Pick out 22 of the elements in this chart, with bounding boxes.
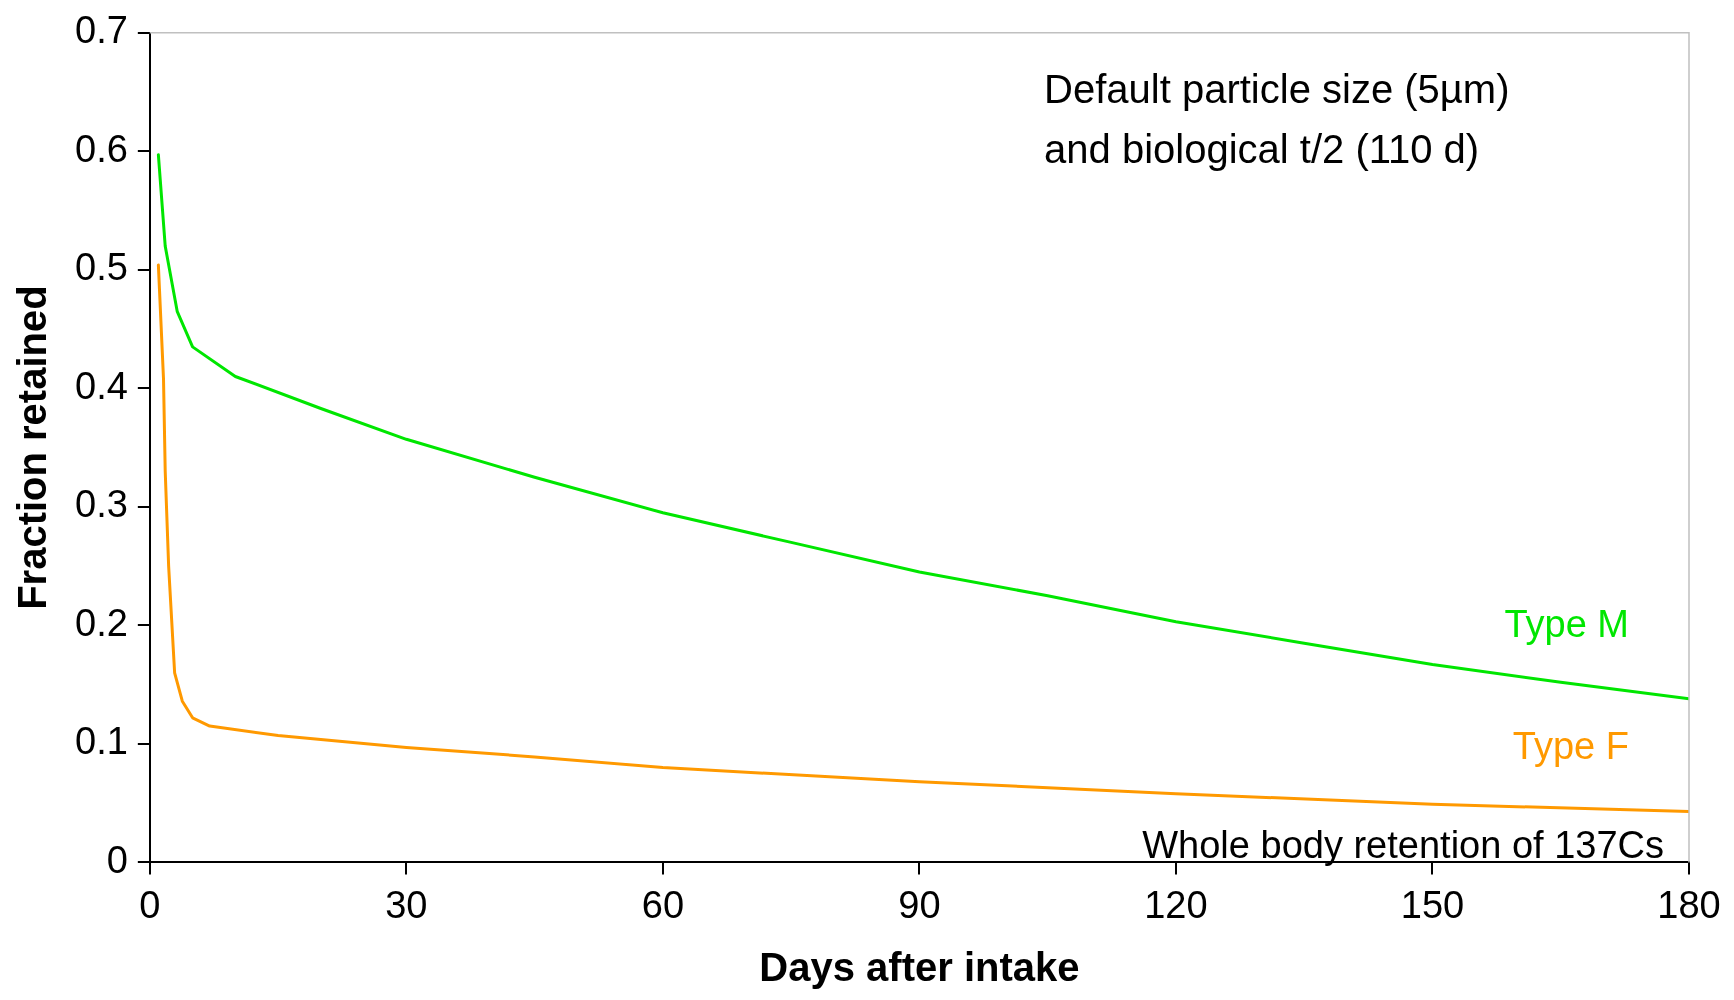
y-tick-label: 0.6 [75, 127, 128, 170]
y-axis-title: Fraction retained [10, 285, 55, 610]
annotation: Default particle size (5µm) [1044, 66, 1510, 111]
x-tick-label: 120 [1144, 883, 1208, 926]
y-tick-label: 0.4 [75, 364, 128, 407]
series-label: Type F [1512, 725, 1629, 768]
x-axis-title: Days after intake [759, 945, 1080, 990]
y-tick-label: 0.3 [75, 483, 128, 526]
x-tick-label: 60 [641, 883, 685, 926]
x-tick-label: 180 [1657, 883, 1721, 926]
series-label: Type M [1504, 603, 1629, 646]
annotation: and biological t/2 (110 d) [1044, 126, 1480, 171]
x-tick-label: 90 [898, 883, 941, 926]
y-tick-label: 0.5 [75, 246, 128, 289]
y-tick-label: 0.7 [75, 9, 128, 52]
x-tick-label: 0 [139, 883, 161, 926]
x-tick-label: 150 [1400, 883, 1465, 926]
annotation: Whole body retention of 137Cs [1142, 824, 1664, 867]
y-tick-label: 0.1 [75, 720, 128, 763]
y-tick-label: 0 [106, 838, 128, 881]
y-tick-label: 0.2 [75, 601, 128, 644]
x-tick-label: 30 [385, 883, 428, 926]
